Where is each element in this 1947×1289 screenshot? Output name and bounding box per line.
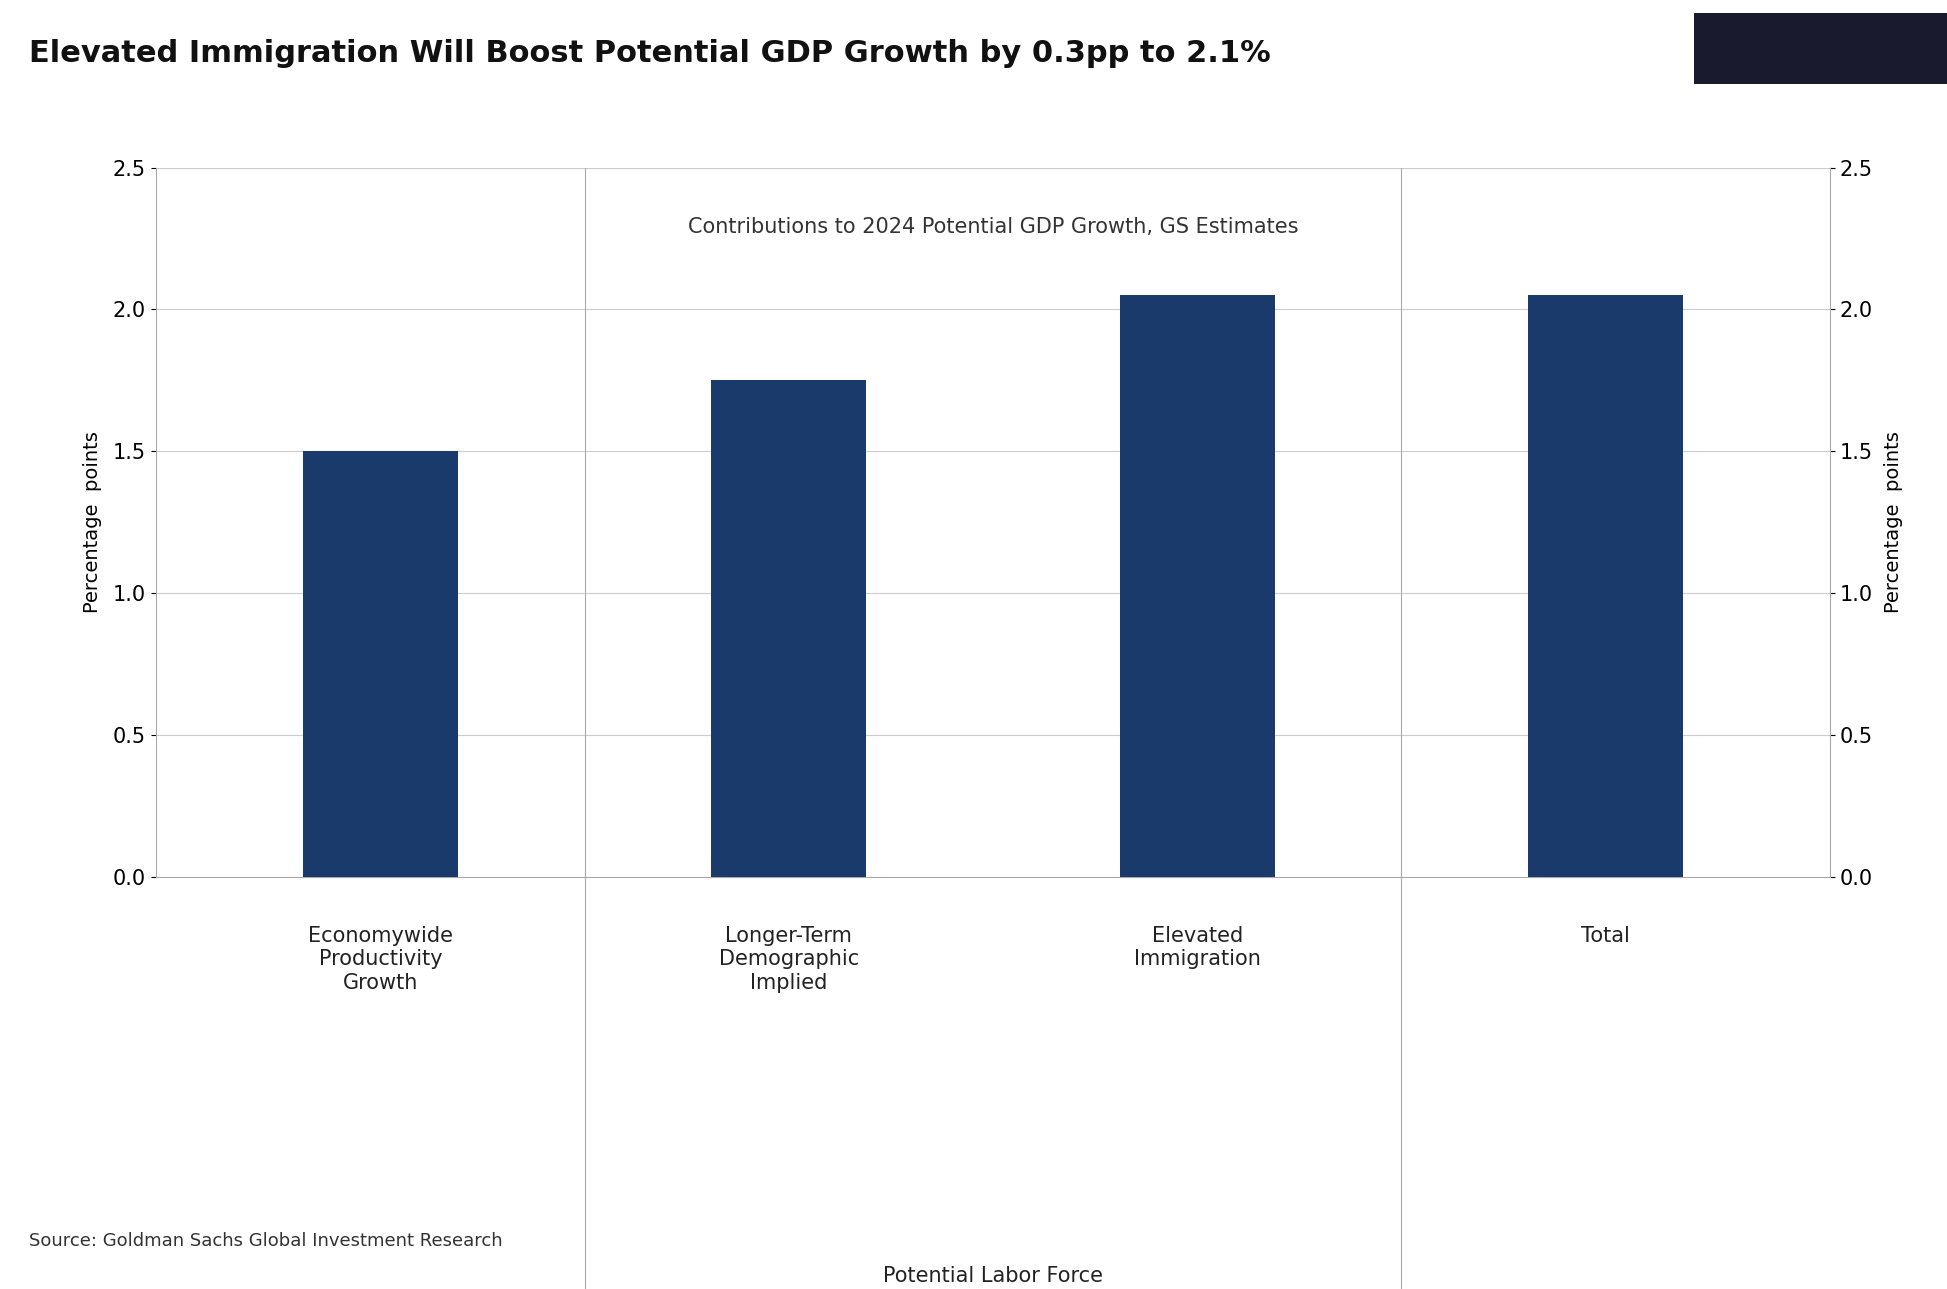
Text: Total: Total	[1581, 926, 1630, 946]
Text: Potential Labor Force: Potential Labor Force	[884, 1266, 1102, 1286]
Text: Elevated Immigration Will Boost Potential GDP Growth by 0.3pp to 2.1%: Elevated Immigration Will Boost Potentia…	[29, 39, 1271, 67]
Y-axis label: Percentage  points: Percentage points	[1885, 431, 1902, 614]
Text: Longer-Term
Demographic
Implied: Longer-Term Demographic Implied	[718, 926, 859, 993]
Bar	[304, 451, 458, 877]
Bar	[711, 380, 866, 877]
Text: Elevated
Immigration: Elevated Immigration	[1133, 926, 1260, 969]
Bar	[1528, 295, 1682, 877]
Text: Economywide
Productivity
Growth: Economywide Productivity Growth	[308, 926, 454, 993]
Text: Source: Goldman Sachs Global Investment Research: Source: Goldman Sachs Global Investment …	[29, 1232, 502, 1250]
Y-axis label: Percentage  points: Percentage points	[84, 431, 101, 614]
Bar	[1120, 295, 1275, 877]
Text: Contributions to 2024 Potential GDP Growth, GS Estimates: Contributions to 2024 Potential GDP Grow…	[687, 217, 1299, 237]
